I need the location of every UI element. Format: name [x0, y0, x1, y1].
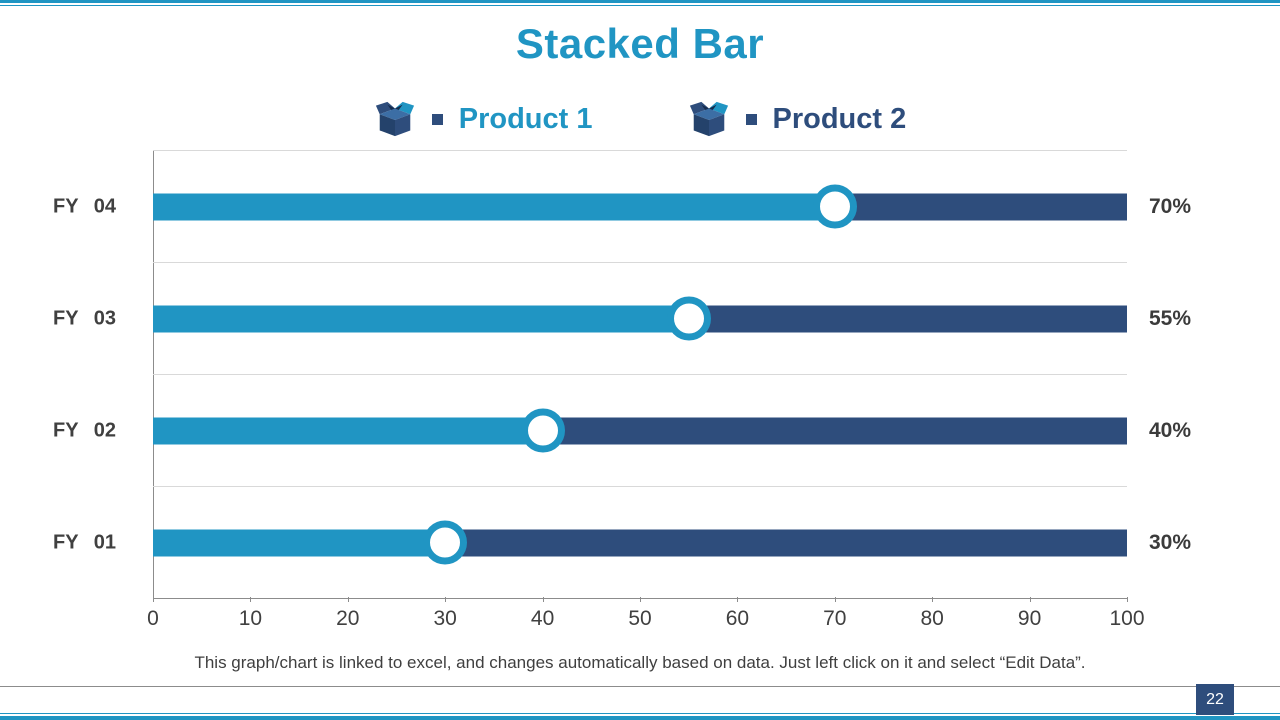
- data-label: 70%: [1148, 194, 1191, 218]
- chart-row-fy-03: FY 03 55%: [53, 263, 1191, 375]
- bar-segment-product2: [445, 529, 1127, 556]
- x-axis-tick-mark: [1029, 597, 1031, 602]
- legend-item-product2: Product 2: [688, 100, 907, 138]
- bar-segment-product1: [153, 305, 689, 332]
- chart-row-fy-02: FY 02 40%: [53, 375, 1191, 487]
- x-axis-tick-mark: [640, 597, 641, 602]
- x-axis-tick-label: 10: [238, 607, 263, 630]
- chart-plot-area: FY 04 70% FY 03 55% FY 02 40% FY 01 30%: [53, 150, 1191, 599]
- x-axis-tick-label: 80: [920, 607, 944, 630]
- x-axis-tick-label: 50: [628, 607, 652, 630]
- category-label: FY 01: [53, 531, 116, 553]
- bar-marker-circle: [423, 520, 468, 565]
- legend-bullet: [745, 113, 757, 125]
- bar-segment-product1: [153, 417, 543, 444]
- footer-note: This graph/chart is linked to excel, and…: [194, 653, 1086, 672]
- bottom-border-thin: [0, 713, 1280, 714]
- chart-row-fy-04: FY 04 70%: [53, 151, 1191, 263]
- bar-marker-circle: [812, 184, 857, 229]
- bottom-border-thick: [0, 716, 1280, 720]
- y-axis-line: [153, 150, 154, 597]
- legend-label-product1: Product 1: [458, 102, 593, 135]
- stacked-bar: [153, 520, 1127, 565]
- x-axis-tick-label: 20: [336, 607, 360, 630]
- x-axis-tick-mark: [932, 597, 934, 602]
- x-axis-tick-mark: [1127, 597, 1128, 602]
- stacked-bar: [153, 408, 1127, 453]
- category-label: FY 02: [53, 419, 116, 441]
- x-axis-tick-label: 40: [530, 607, 555, 630]
- legend-bullet: [431, 113, 443, 125]
- x-axis-tick-mark: [834, 597, 836, 602]
- bar-marker-circle: [666, 296, 711, 341]
- footer-divider-line: [0, 686, 1280, 687]
- bar-segment-product2: [688, 305, 1127, 332]
- top-border-thin: [0, 5, 1280, 6]
- legend-item-product1: Product 1: [374, 100, 593, 138]
- bar-segment-product2: [834, 193, 1127, 220]
- x-axis-tick-label: 60: [725, 607, 750, 630]
- x-axis-tick-label: 90: [1017, 607, 1042, 630]
- stacked-bar: [153, 296, 1127, 341]
- x-axis-tick-mark: [445, 597, 447, 602]
- bar-marker-circle: [520, 408, 565, 453]
- box-icon: [375, 101, 414, 137]
- page-number-badge: 22: [1196, 684, 1234, 715]
- x-axis-tick-mark: [250, 597, 252, 602]
- x-axis-tick-label: 100: [1109, 607, 1145, 630]
- x-axis-tick-mark: [347, 597, 349, 602]
- x-axis-tick-mark: [153, 597, 154, 602]
- x-axis-tick-mark: [542, 597, 544, 602]
- legend-label-product2: Product 2: [772, 102, 907, 135]
- top-border-thick: [0, 0, 1280, 3]
- x-axis-tick-label: 30: [433, 607, 457, 630]
- bar-segment-product1: [153, 529, 446, 556]
- stacked-bar: [153, 184, 1127, 229]
- data-label: 40%: [1148, 418, 1191, 442]
- bar-segment-product1: [153, 193, 835, 220]
- data-label: 30%: [1148, 530, 1191, 554]
- chart-legend: Product 1 Product 2: [0, 100, 1280, 138]
- box-icon: [689, 101, 728, 137]
- x-axis-tick-mark: [737, 597, 739, 602]
- category-label: FY 03: [53, 307, 116, 329]
- x-axis-tick-label: 0: [147, 607, 159, 630]
- page-title: Stacked Bar: [515, 20, 765, 67]
- bar-segment-product2: [542, 417, 1127, 444]
- x-axis: 0 10 20 30 40 50 60 70 80 90 100: [147, 597, 1145, 637]
- data-label: 55%: [1148, 306, 1191, 330]
- category-label: FY 04: [53, 195, 116, 217]
- chart-row-fy-01: FY 01 30%: [53, 487, 1191, 598]
- x-axis-tick-label: 70: [823, 607, 847, 630]
